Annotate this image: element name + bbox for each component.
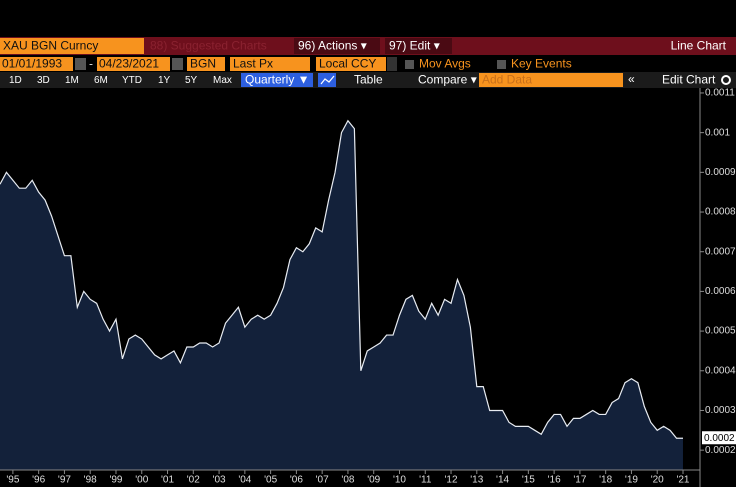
x-tick-label: '19: [625, 475, 638, 486]
x-tick-label: '20: [651, 475, 664, 486]
x-tick-label: '17: [573, 475, 586, 486]
x-tick-label: '13: [470, 475, 483, 486]
edit-button[interactable]: [385, 38, 452, 54]
period[interactable]: Quarterly ▼: [245, 73, 310, 87]
y-tick-label: 0.0004: [705, 365, 736, 376]
date-dash: -: [89, 57, 93, 71]
x-tick-label: '21: [676, 475, 689, 486]
area: [0, 120, 683, 471]
chart-icon: [320, 75, 335, 85]
x-tick-label: '08: [341, 475, 354, 486]
mov-avgs[interactable]: Mov Avgs: [419, 57, 471, 71]
last-value-label: 0.0002: [704, 433, 735, 444]
y-tick-label: 0.0003: [705, 405, 736, 416]
y-tick-label: 0.0008: [705, 207, 736, 218]
end-date[interactable]: 04/23/2021: [99, 57, 159, 71]
field[interactable]: Last Px: [233, 57, 273, 71]
edit-chart[interactable]: Edit Chart: [662, 73, 716, 87]
compare[interactable]: Compare ▾: [418, 73, 477, 87]
x-tick-label: '97: [58, 475, 71, 486]
add-data-field[interactable]: [479, 73, 623, 87]
range-button[interactable]: 6M: [94, 75, 108, 86]
x-tick-label: '11: [419, 475, 432, 486]
period-button[interactable]: [241, 73, 313, 87]
checkbox[interactable]: [405, 60, 414, 69]
x-tick-label: '02: [187, 475, 200, 486]
x-tick-label: '96: [32, 475, 45, 486]
x-tick-label: '15: [522, 475, 535, 486]
y-tick-label: 0.0005: [705, 326, 736, 337]
y-tick-label: 0.0011: [705, 88, 735, 99]
range-button[interactable]: 5Y: [185, 75, 198, 86]
end-field[interactable]: [97, 57, 170, 71]
x-tick-label: '04: [238, 475, 251, 486]
start-date[interactable]: 01/01/1993: [2, 57, 62, 71]
y-tick-label: 0.0006: [705, 286, 736, 297]
range-button[interactable]: 1Y: [158, 75, 171, 86]
last-value-tag: [702, 431, 736, 445]
y-tick-label: 0.0007: [705, 246, 736, 257]
x-tick-label: '10: [393, 475, 406, 486]
calendar-icon[interactable]: [172, 58, 183, 70]
y-tick-label: 0.0009: [705, 167, 736, 178]
range-button[interactable]: Max: [213, 75, 232, 86]
x-tick-label: '18: [599, 475, 612, 486]
source[interactable]: BGN: [190, 57, 216, 71]
collapse[interactable]: «: [628, 72, 635, 86]
source-field[interactable]: [187, 57, 225, 71]
line: [0, 119, 683, 439]
chart-kind: Line Chart: [671, 39, 727, 53]
currency-dropdown[interactable]: [387, 57, 397, 71]
range-button[interactable]: 3D: [37, 75, 50, 86]
range-button[interactable]: 1D: [9, 75, 22, 86]
y-tick-label: 0.0002: [705, 445, 736, 456]
table[interactable]: Table: [354, 73, 383, 87]
start-field[interactable]: [0, 57, 73, 71]
x-tick-label: '99: [109, 475, 122, 486]
security-field[interactable]: [0, 38, 144, 54]
currency-select[interactable]: [316, 57, 386, 71]
x-tick-label: '01: [161, 475, 174, 486]
suggested-charts[interactable]: 88) Suggested Charts: [150, 39, 267, 53]
add-data[interactable]: Add Data: [482, 73, 532, 87]
x-tick-label: '16: [548, 475, 561, 486]
checkbox[interactable]: [497, 60, 506, 69]
key-events[interactable]: Key Events: [511, 57, 572, 71]
x-tick-label: '12: [445, 475, 458, 486]
x-tick-label: '06: [290, 475, 303, 486]
x-tick-label: '09: [367, 475, 380, 486]
actions-button[interactable]: [294, 38, 380, 54]
currency[interactable]: Local CCY: [319, 57, 376, 71]
range-button[interactable]: 1M: [65, 75, 79, 86]
x-tick-label: '05: [264, 475, 277, 486]
x-tick-label: '00: [135, 475, 148, 486]
edit[interactable]: 97) Edit ▾: [389, 39, 440, 53]
field-select[interactable]: [230, 57, 310, 71]
x-tick-label: '98: [84, 475, 97, 486]
calendar-icon[interactable]: [75, 58, 86, 70]
x-tick-label: '03: [213, 475, 226, 486]
x-tick-label: '95: [6, 475, 19, 486]
y-tick-label: 0.001: [705, 127, 730, 138]
x-tick-label: '07: [316, 475, 329, 486]
x-tick-label: '14: [496, 475, 509, 486]
settings-icon[interactable]: [721, 75, 731, 85]
range-button[interactable]: YTD: [122, 75, 142, 86]
actions[interactable]: 96) Actions ▾: [298, 39, 367, 53]
security[interactable]: XAU BGN Curncy: [3, 39, 98, 53]
